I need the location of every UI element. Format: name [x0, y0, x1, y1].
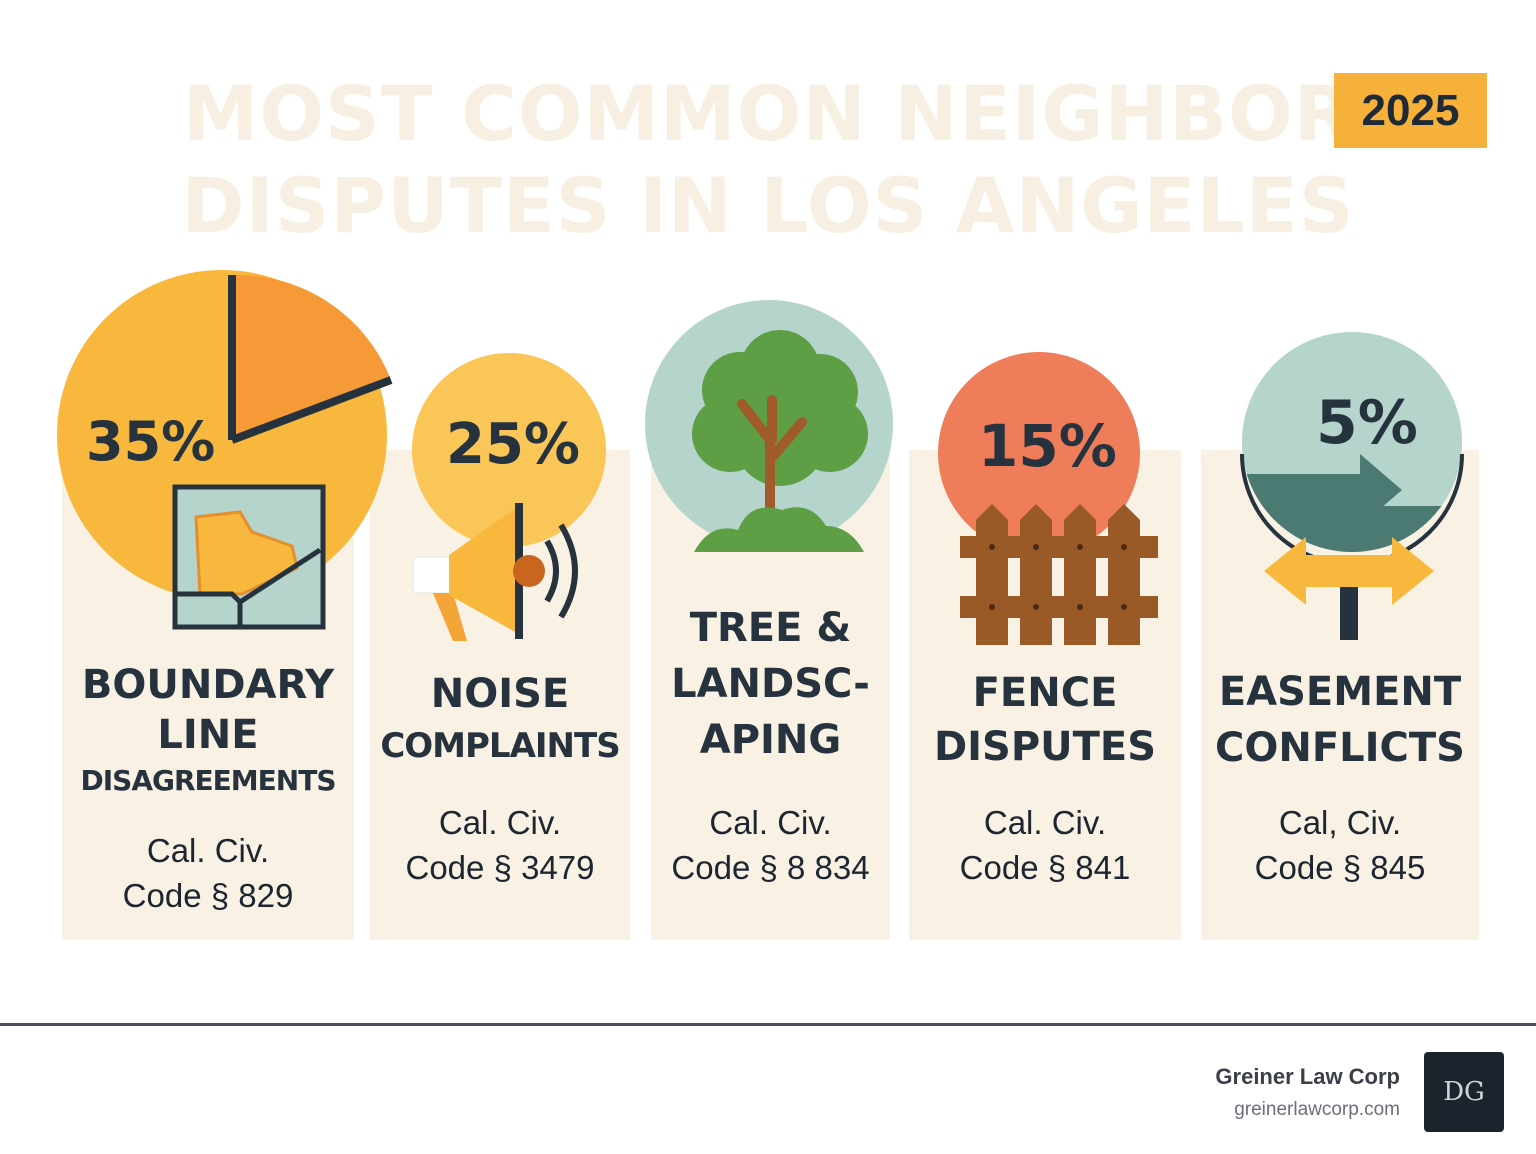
- footer-divider: [0, 1023, 1536, 1026]
- teal-circle-icon: [1240, 332, 1464, 566]
- code-fence-line-1: Cal. Civ.: [983, 804, 1107, 841]
- label-tree-line-1: TREE &: [689, 605, 852, 651]
- company-name: Greiner Law Corp: [1215, 1064, 1400, 1089]
- code-easement: Cal, Civ. Code § 845: [1201, 800, 1479, 890]
- label-tree: TREE & LANDSC- APING: [651, 600, 890, 768]
- tree-icon: [692, 330, 868, 552]
- code-boundary: Cal. Civ. Code § 829: [62, 828, 354, 918]
- code-tree-line-2: Code § 8 834: [671, 849, 870, 886]
- megaphone-icon: [412, 503, 578, 641]
- code-fence-line-2: Code § 841: [959, 849, 1131, 886]
- code-fence: Cal. Civ. Code § 841: [909, 800, 1181, 890]
- title-line-2: DISPUTES IN LOS ANGELES: [181, 161, 1355, 250]
- company-logo: DG: [1424, 1052, 1504, 1132]
- code-tree-line-1: Cal. Civ.: [709, 804, 832, 841]
- year-badge: 2025: [1334, 73, 1487, 148]
- label-boundary: BOUNDARY LINE DISAGREEMENTS: [62, 660, 354, 802]
- boundary-map-icon: [172, 484, 326, 630]
- code-easement-line-2: Code § 845: [1254, 849, 1426, 886]
- page-title: MOST COMMON NEIGHBOR DISPUTES IN LOS ANG…: [0, 68, 1536, 252]
- label-fence-line-1: FENCE: [972, 670, 1118, 716]
- label-tree-line-2: LANDSC-: [671, 661, 870, 707]
- label-easement: EASEMENT CONFLICTS: [1201, 664, 1479, 776]
- label-boundary-line-1: BOUNDARY: [81, 662, 335, 708]
- label-noise: NOISE COMPLAINTS: [370, 668, 630, 772]
- label-easement-line-1: EASEMENT: [1218, 669, 1462, 715]
- label-fence: FENCE DISPUTES: [909, 666, 1181, 774]
- percent-easement: 5%: [1316, 388, 1418, 458]
- percent-fence: 15%: [978, 412, 1117, 480]
- yellow-circle-icon: [412, 353, 606, 547]
- code-tree: Cal. Civ. Code § 8 834: [651, 800, 890, 890]
- code-noise: Cal. Civ. Code § 3479: [370, 800, 630, 890]
- title-line-1: MOST COMMON NEIGHBOR: [182, 69, 1354, 158]
- code-boundary-line-2: Code § 829: [122, 877, 294, 914]
- fence-icon: [960, 504, 1158, 645]
- company-url[interactable]: greinerlawcorp.com: [1234, 1099, 1400, 1120]
- percent-boundary: 35%: [86, 410, 216, 473]
- code-boundary-line-1: Cal. Civ.: [146, 832, 270, 869]
- code-noise-line-1: Cal. Civ.: [438, 804, 562, 841]
- percent-noise: 25%: [446, 412, 581, 477]
- label-easement-line-2: CONFLICTS: [1215, 725, 1465, 771]
- signpost-arrow-icon: [1264, 537, 1434, 640]
- coral-circle-icon: [938, 352, 1140, 554]
- logo-text: DG: [1443, 1077, 1485, 1107]
- label-boundary-line-3: DISAGREEMENTS: [80, 764, 337, 797]
- label-boundary-line-2: LINE: [157, 712, 259, 758]
- label-noise-line-1: NOISE: [430, 671, 570, 717]
- code-noise-line-2: Code § 3479: [405, 849, 595, 886]
- label-noise-line-2: COMPLAINTS: [380, 726, 620, 766]
- label-fence-line-2: DISPUTES: [933, 724, 1157, 770]
- code-easement-line-1: Cal, Civ.: [1278, 804, 1402, 841]
- label-tree-line-3: APING: [699, 717, 842, 763]
